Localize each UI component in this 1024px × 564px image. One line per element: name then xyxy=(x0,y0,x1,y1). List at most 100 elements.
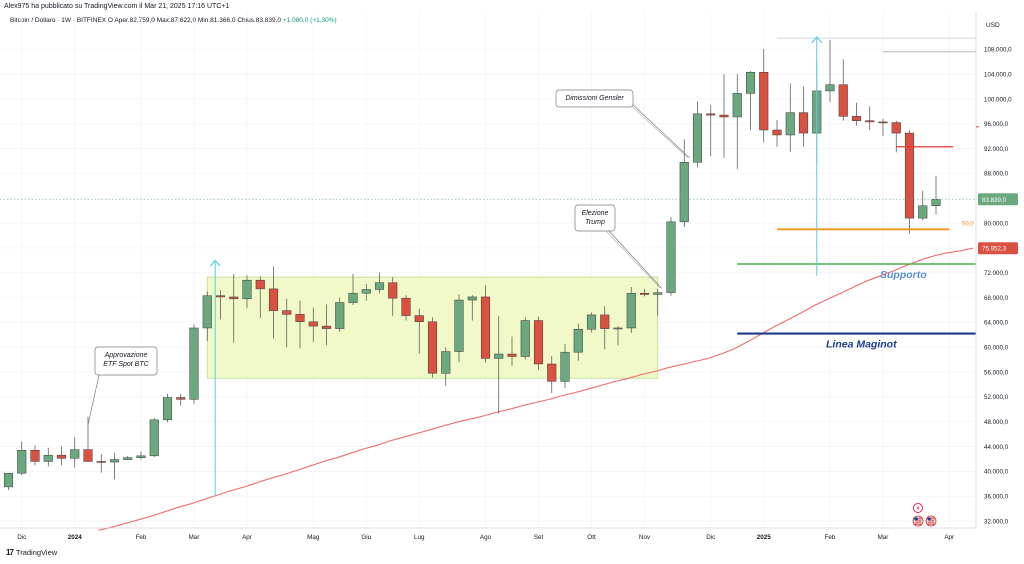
candle xyxy=(123,455,133,461)
annotation-box xyxy=(555,89,634,108)
candle-body xyxy=(70,449,80,459)
support-label: Supporto xyxy=(880,269,927,281)
candle-body xyxy=(480,296,491,359)
annotation-dimissioni: Dimissioni Gensler xyxy=(555,89,690,159)
annotation-leader-2 xyxy=(627,102,689,159)
currency-label: USD xyxy=(986,22,1000,29)
candle-body xyxy=(533,320,544,365)
time-tick-label: Mar xyxy=(878,534,889,541)
moving-average-line xyxy=(98,247,974,531)
annotation-text: ETF Spot BTC xyxy=(103,361,149,368)
price-tick-label: 104.000,0 xyxy=(984,71,1012,78)
candle xyxy=(745,71,756,130)
price-tick-label: 68.000,0 xyxy=(984,295,1009,302)
flag-stripe xyxy=(927,517,935,519)
candle-body xyxy=(600,314,610,329)
flag-stripe xyxy=(927,523,935,525)
candle-body xyxy=(255,279,265,290)
candle xyxy=(613,326,623,346)
candle xyxy=(560,344,570,389)
price-label-bg xyxy=(978,242,1018,255)
candle-body xyxy=(215,295,226,298)
time-tick-label: 2024 xyxy=(68,534,83,541)
tradingview-logo[interactable]: 17 TradingView xyxy=(6,548,57,557)
candle xyxy=(520,317,530,360)
target-arrow xyxy=(209,259,221,497)
candle-body xyxy=(653,292,663,295)
candle xyxy=(255,276,265,319)
candle-body xyxy=(520,320,530,357)
candle xyxy=(891,120,901,153)
ohlc-close: Chius.83.839,0 xyxy=(237,17,282,24)
candle-body xyxy=(494,353,504,359)
candle xyxy=(838,59,848,121)
candle xyxy=(626,287,636,333)
tradingview-mark-icon: 17 xyxy=(6,548,14,557)
candle xyxy=(202,291,212,342)
candle-body xyxy=(573,328,583,353)
candle xyxy=(851,102,862,126)
candle xyxy=(586,312,597,333)
candle xyxy=(692,101,703,168)
candle xyxy=(494,316,504,414)
candle-body xyxy=(904,132,915,219)
symbol-name[interactable]: Bitcoin / Dollaro · 1W · BITFINEX xyxy=(10,17,107,24)
candle xyxy=(162,393,173,423)
annotations-layer: Approvazione ETF Spot BTC Elezione Trump Dim… xyxy=(87,89,690,425)
candle xyxy=(904,129,915,234)
price-tick-label: 56.000,0 xyxy=(984,369,1009,376)
candle-body xyxy=(706,113,716,116)
candle-body xyxy=(388,282,398,299)
candle-body xyxy=(931,199,941,206)
candle-body xyxy=(507,353,517,357)
candle xyxy=(600,306,610,350)
price-label-bg xyxy=(978,193,1018,206)
annotation-elezione: Elezione Trump xyxy=(574,204,662,289)
candle xyxy=(321,304,332,346)
maginot-label: Linea Maginot xyxy=(826,339,897,351)
annotation-text: Elezione xyxy=(582,210,609,217)
candle xyxy=(136,451,146,460)
candle-body xyxy=(176,397,186,400)
candle-body xyxy=(891,122,901,134)
candle xyxy=(30,445,40,466)
time-tick-label: Dic xyxy=(706,534,715,541)
candle-body xyxy=(282,310,292,315)
candle-body xyxy=(586,314,597,330)
candle-body xyxy=(825,84,835,92)
annotation-text: Approvazione xyxy=(104,352,148,359)
candle-body xyxy=(308,321,318,327)
time-tick-label: Apr xyxy=(242,534,252,541)
candle-body xyxy=(335,302,345,329)
candle-body xyxy=(229,296,239,300)
candle-body xyxy=(414,315,424,323)
time-tick-label: Dic xyxy=(17,534,26,541)
annotation-box xyxy=(94,346,158,376)
time-tick-label: Mar xyxy=(189,534,200,541)
candle-body xyxy=(43,454,53,462)
candle xyxy=(56,446,67,466)
candle xyxy=(427,317,438,378)
candle-body xyxy=(149,419,159,457)
candle-body xyxy=(3,472,14,488)
us-flag-event-icon[interactable] xyxy=(925,515,937,527)
candle xyxy=(639,288,650,297)
candle-body xyxy=(268,288,279,311)
candle-body xyxy=(401,297,411,316)
candle xyxy=(3,472,14,490)
candle xyxy=(573,323,583,361)
candle-body xyxy=(427,321,438,374)
candle xyxy=(759,49,769,143)
levels-layer: 50,0 Supporto Linea Maginot xyxy=(0,35,1003,497)
annotation-text: Trump xyxy=(585,219,605,226)
candle-body xyxy=(918,205,928,219)
candle-body xyxy=(679,162,689,223)
candle xyxy=(361,283,371,301)
candle-body xyxy=(692,113,703,163)
us-flag-event-icon[interactable] xyxy=(912,515,924,527)
candle-body xyxy=(441,351,451,374)
symbol-o-marker: O xyxy=(107,17,113,24)
candle xyxy=(918,190,928,220)
